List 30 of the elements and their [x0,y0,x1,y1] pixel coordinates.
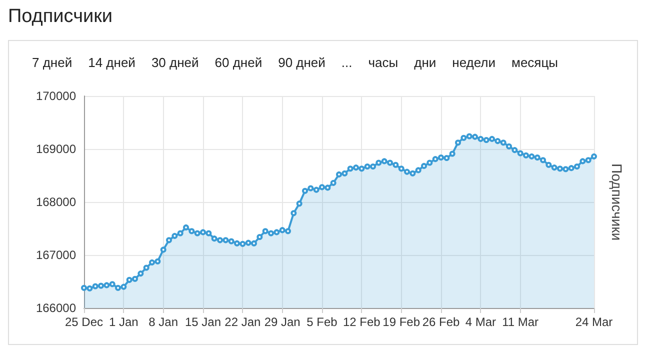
y-tick-label: 166000 [36,301,76,315]
y-tick-label: 167000 [36,248,76,262]
text: 60 дней [214,54,264,72]
text: недели [451,54,497,72]
text: 30 дней [150,54,200,72]
text: часы [367,54,400,72]
x-tick-label: 29 Jan [264,315,300,329]
text: ... [340,54,354,72]
text: месяцы [510,54,560,72]
x-tick-label: 26 Feb [422,315,460,329]
x-tick-label: 25 Dec [64,315,104,329]
y-tick-label: 169000 [36,142,76,156]
text: 14 дней [87,54,136,72]
y-axis-title: Подписчики [609,163,625,241]
y-tick-label: 168000 [36,195,76,209]
x-tick-label: 24 Mar [575,315,613,329]
x-tick-label: 15 Jan [184,315,222,329]
text: 90 дней [277,54,326,72]
x-tick-label: 22 Jan [224,315,261,329]
chart-title: Подписчики [8,6,113,28]
text: дни [413,54,438,72]
x-tick-label: 1 Jan [108,315,138,329]
text: 7 дней [31,54,74,72]
x-tick-label: 4 Mar [465,315,496,329]
x-tick-label: 8 Jan [148,315,178,329]
x-tick-label: 12 Feb [342,315,381,329]
x-tick-label: 11 Mar [502,315,539,329]
y-tick-label: 170000 [36,89,76,103]
x-tick-label: 19 Feb [382,315,420,329]
x-tick-label: 5 Feb [306,315,338,329]
